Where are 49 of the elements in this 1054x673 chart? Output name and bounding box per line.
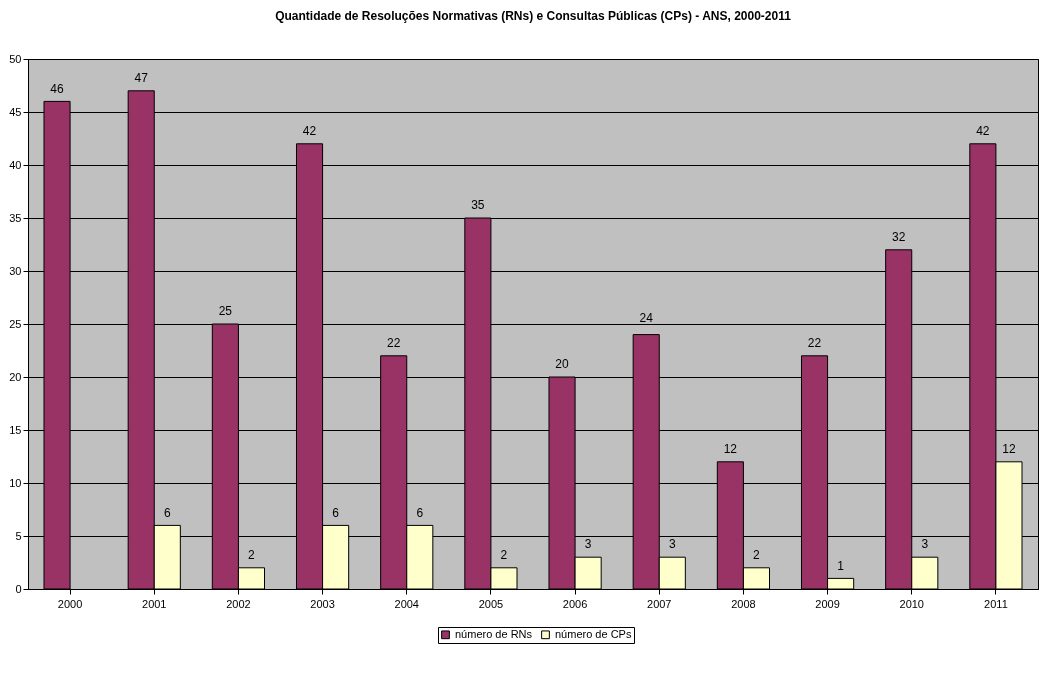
x-tick-label: 2001 bbox=[142, 597, 167, 610]
data-label: 12 bbox=[1002, 442, 1016, 457]
x-tick-label: 2006 bbox=[562, 597, 588, 610]
data-label: 46 bbox=[50, 81, 65, 96]
x-tick-label: 2003 bbox=[310, 597, 335, 610]
y-tick-label: 50 bbox=[9, 52, 22, 65]
data-label: 3 bbox=[921, 537, 929, 552]
data-label: 24 bbox=[639, 310, 654, 325]
data-label: 22 bbox=[807, 336, 822, 351]
y-tick-label: 10 bbox=[9, 476, 22, 489]
y-tick-label: 25 bbox=[9, 317, 22, 330]
data-label: 3 bbox=[668, 537, 676, 552]
data-label: 47 bbox=[134, 71, 149, 86]
data-label: 2 bbox=[500, 548, 508, 563]
data-label: 35 bbox=[471, 198, 485, 213]
x-tick-label: 2008 bbox=[731, 597, 756, 610]
data-label: 2 bbox=[753, 548, 761, 563]
data-label: 12 bbox=[723, 442, 738, 457]
x-tick-label: 2000 bbox=[57, 597, 83, 610]
legend-label: número de RNs bbox=[455, 627, 533, 640]
x-tick-label: 2002 bbox=[226, 597, 251, 610]
data-label: 1 bbox=[837, 558, 845, 573]
y-tick-label: 35 bbox=[9, 211, 22, 224]
x-tick-label: 2005 bbox=[478, 597, 504, 610]
data-label: 25 bbox=[218, 304, 233, 319]
data-label: 42 bbox=[302, 124, 317, 139]
data-label: 3 bbox=[584, 537, 592, 552]
data-label: 22 bbox=[387, 336, 401, 351]
x-tick-label: 2009 bbox=[815, 597, 840, 610]
y-tick-label: 20 bbox=[9, 370, 22, 383]
data-label: 6 bbox=[163, 505, 171, 520]
legend-label: número de CPs bbox=[555, 627, 632, 640]
x-tick-label: 2011 bbox=[984, 597, 1008, 610]
data-label: 6 bbox=[416, 505, 424, 520]
y-tick-label: 40 bbox=[9, 158, 22, 171]
y-tick-label: 5 bbox=[15, 529, 22, 542]
x-tick-label: 2010 bbox=[899, 597, 924, 610]
chart-title: Quantidade de Resoluções Normativas (RNs) e Consultas Públicas (CPs) - ANS, 2000-2011 bbox=[275, 9, 792, 23]
y-tick-label: 45 bbox=[9, 105, 22, 118]
data-label: 20 bbox=[555, 357, 570, 372]
x-tick-label: 2007 bbox=[647, 597, 672, 610]
x-tick-label: 2004 bbox=[394, 597, 419, 610]
y-tick-label: 15 bbox=[9, 423, 22, 436]
data-label: 32 bbox=[892, 230, 906, 245]
y-tick-label: 0 bbox=[15, 582, 22, 595]
y-tick-label: 30 bbox=[9, 264, 22, 277]
data-label: 6 bbox=[332, 505, 340, 520]
data-label: 42 bbox=[976, 124, 990, 139]
data-label: 2 bbox=[248, 548, 256, 563]
